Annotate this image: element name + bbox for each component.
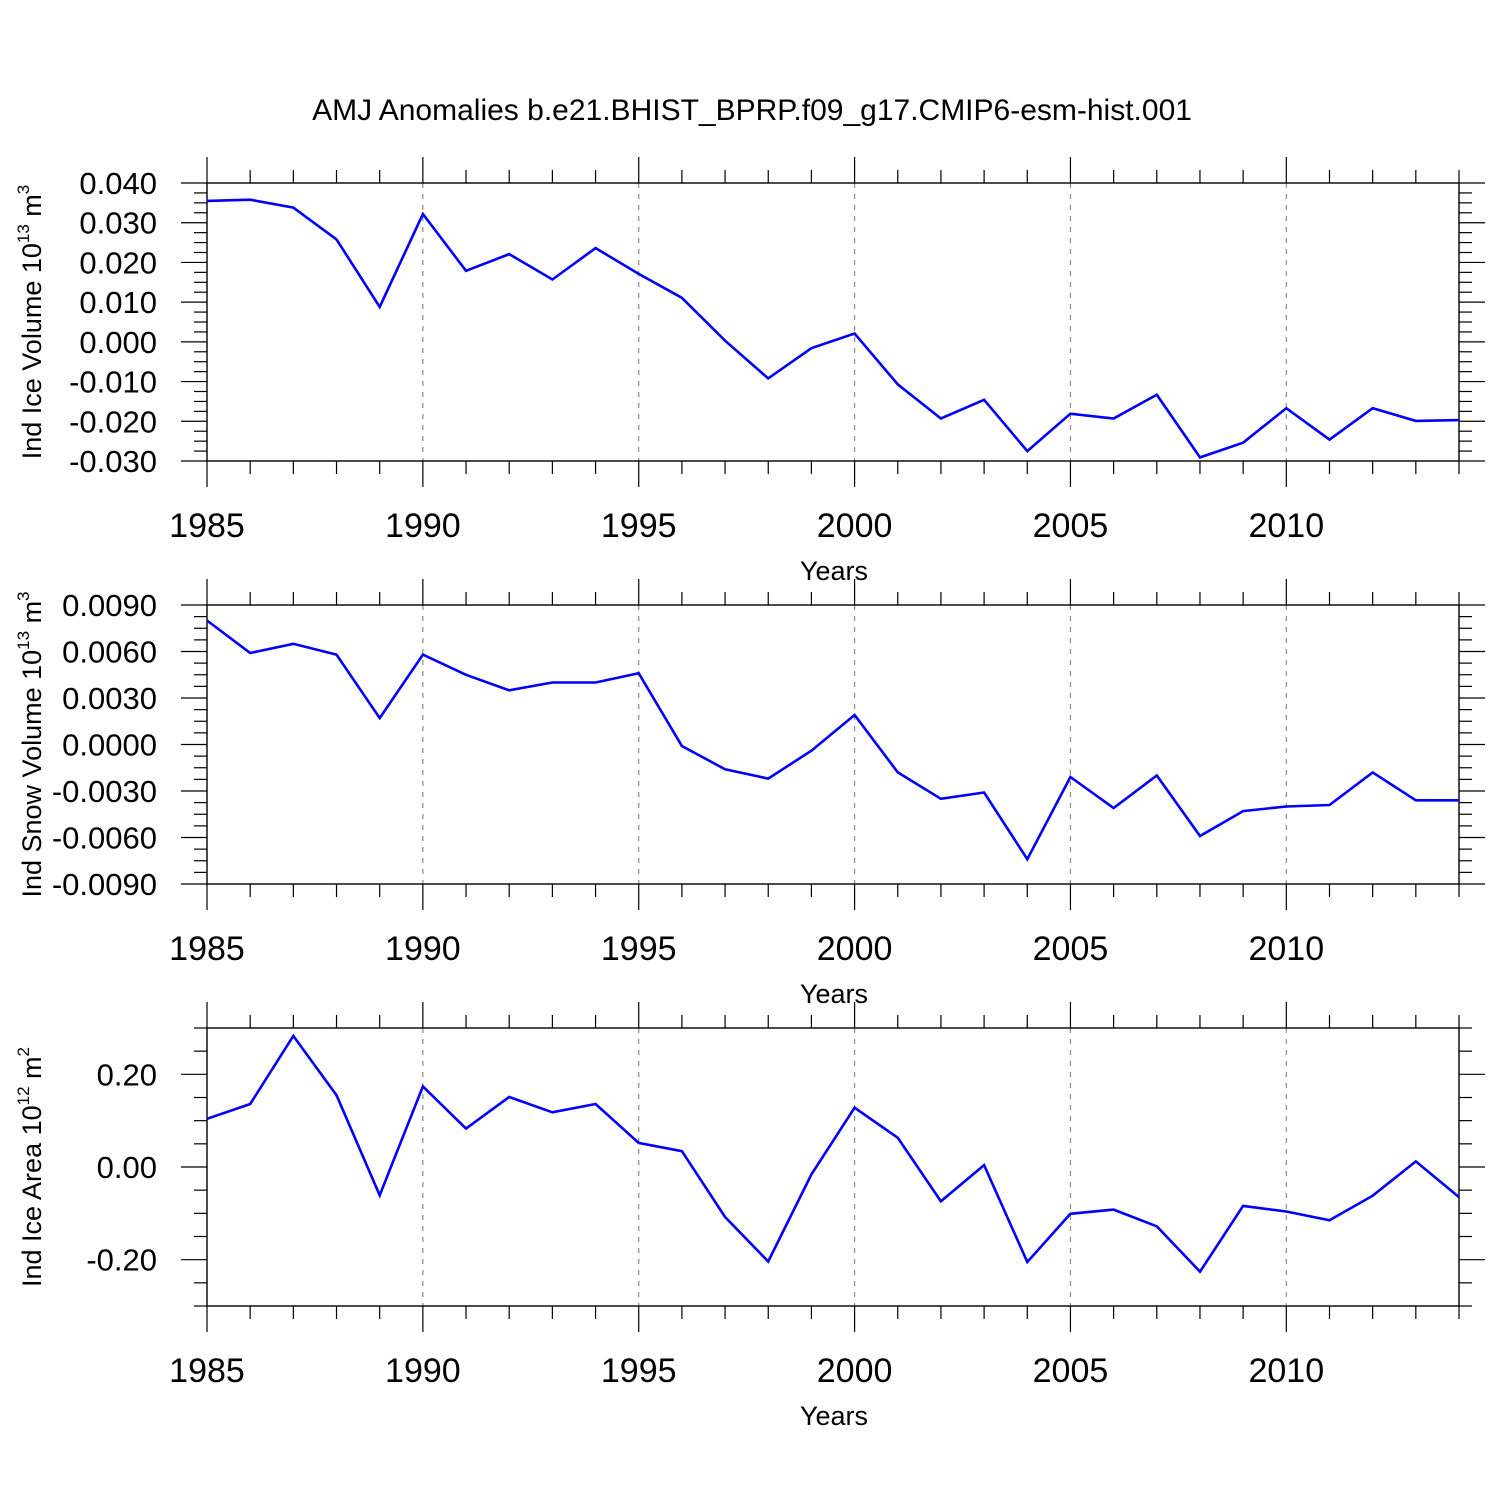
- series-line: [206, 1033, 1460, 1274]
- y-axis-label-unit-exponent: 3: [14, 185, 33, 194]
- panel-ind-ice-volume: -0.030 -0.020 -0.010 0.000 0.010 0.020 0.030 0.…: [14, 157, 1485, 586]
- y-axis-label-text: Ind Snow Volume 10: [17, 650, 47, 898]
- y-axis-label-exponent: 13: [14, 224, 33, 243]
- x-axis-label: Years: [800, 979, 868, 1009]
- x-tick-label: 2010: [1248, 507, 1324, 545]
- y-axis-label-text: Ind Ice Volume 10: [17, 243, 47, 459]
- y-tick-label: 0.20: [97, 1057, 157, 1092]
- y-tick-label: 0.030: [79, 206, 157, 241]
- x-tick-label: 1985: [169, 1352, 245, 1390]
- x-tick-label: 1990: [385, 507, 461, 545]
- y-tick-label: 0.00: [97, 1150, 157, 1185]
- x-tick-label: 1990: [385, 1352, 461, 1390]
- x-tick-label: 2005: [1033, 930, 1109, 968]
- x-tick-label: 2005: [1033, 1352, 1109, 1390]
- y-tick-label: 0.010: [79, 285, 157, 320]
- panels-group: -0.030 -0.020 -0.010 0.000 0.010 0.020 0.030 0.…: [14, 157, 1485, 1431]
- x-tick-label: 2000: [817, 507, 893, 545]
- x-tick-label: 2000: [817, 1352, 893, 1390]
- panel-ind-ice-area: -0.20 0.00 0.20 1985 1990 1995 2000 2005 2010 Yea…: [14, 1002, 1485, 1431]
- x-tick-label: 1990: [385, 930, 461, 968]
- y-axis-label: Ind Ice Area 1012 m2: [14, 1047, 47, 1287]
- x-tick-label: 1985: [169, 930, 245, 968]
- y-tick-label: -0.010: [69, 365, 157, 400]
- x-axis-label: Years: [800, 556, 868, 586]
- series-line: [206, 619, 1459, 862]
- y-tick-label: -0.20: [86, 1243, 157, 1278]
- plot-frame: [206, 1027, 1460, 1307]
- y-tick-label: -0.030: [69, 444, 157, 479]
- y-axis-label: Ind Ice Volume 1013 m3: [14, 185, 47, 460]
- y-tick-label: 0.0060: [62, 635, 157, 670]
- x-tick-label: 2010: [1248, 1352, 1324, 1390]
- plot-frame: [206, 604, 1460, 885]
- x-tick-label: 2010: [1248, 930, 1324, 968]
- x-tick-label: 1985: [169, 507, 245, 545]
- y-axis-label-exponent: 13: [14, 631, 33, 650]
- series-line: [206, 198, 1460, 459]
- y-axis-label-exponent: 12: [14, 1086, 33, 1105]
- y-axis-label-unit: m: [17, 194, 47, 224]
- y-tick-label: -0.0090: [52, 867, 157, 902]
- x-axis-label: Years: [800, 1401, 868, 1431]
- y-axis-label-text: Ind Ice Area 10: [17, 1105, 47, 1287]
- figure-title: AMJ Anomalies b.e21.BHIST_BPRP.f09_g17.C…: [312, 94, 1192, 127]
- y-tick-label: -0.020: [69, 404, 157, 439]
- y-axis-label-unit-exponent: 2: [14, 1047, 33, 1056]
- y-tick-label: -0.0060: [52, 821, 157, 856]
- y-axis-label-unit-exponent: 3: [14, 591, 33, 600]
- panel-ind-snow-volume: -0.0090 -0.0060 -0.0030 0.0000 0.0030 0.0060 0…: [14, 579, 1485, 1009]
- y-tick-label: 0.0090: [62, 588, 157, 623]
- y-axis-label: Ind Snow Volume 1013 m3: [14, 591, 47, 897]
- y-axis-label-unit: m: [17, 1056, 47, 1086]
- x-tick-label: 1995: [601, 507, 677, 545]
- x-tick-label: 1995: [601, 930, 677, 968]
- x-tick-label: 2000: [817, 930, 893, 968]
- y-tick-label: -0.0030: [52, 774, 157, 809]
- y-tick-label: 0.0030: [62, 681, 157, 716]
- y-tick-label: 0.000: [79, 325, 157, 360]
- y-tick-label: 0.020: [79, 245, 157, 280]
- y-axis-label-unit: m: [17, 601, 47, 631]
- x-tick-label: 2005: [1033, 507, 1109, 545]
- y-tick-label: 0.040: [79, 166, 157, 201]
- x-tick-label: 1995: [601, 1352, 677, 1390]
- y-tick-label: 0.0000: [62, 728, 157, 763]
